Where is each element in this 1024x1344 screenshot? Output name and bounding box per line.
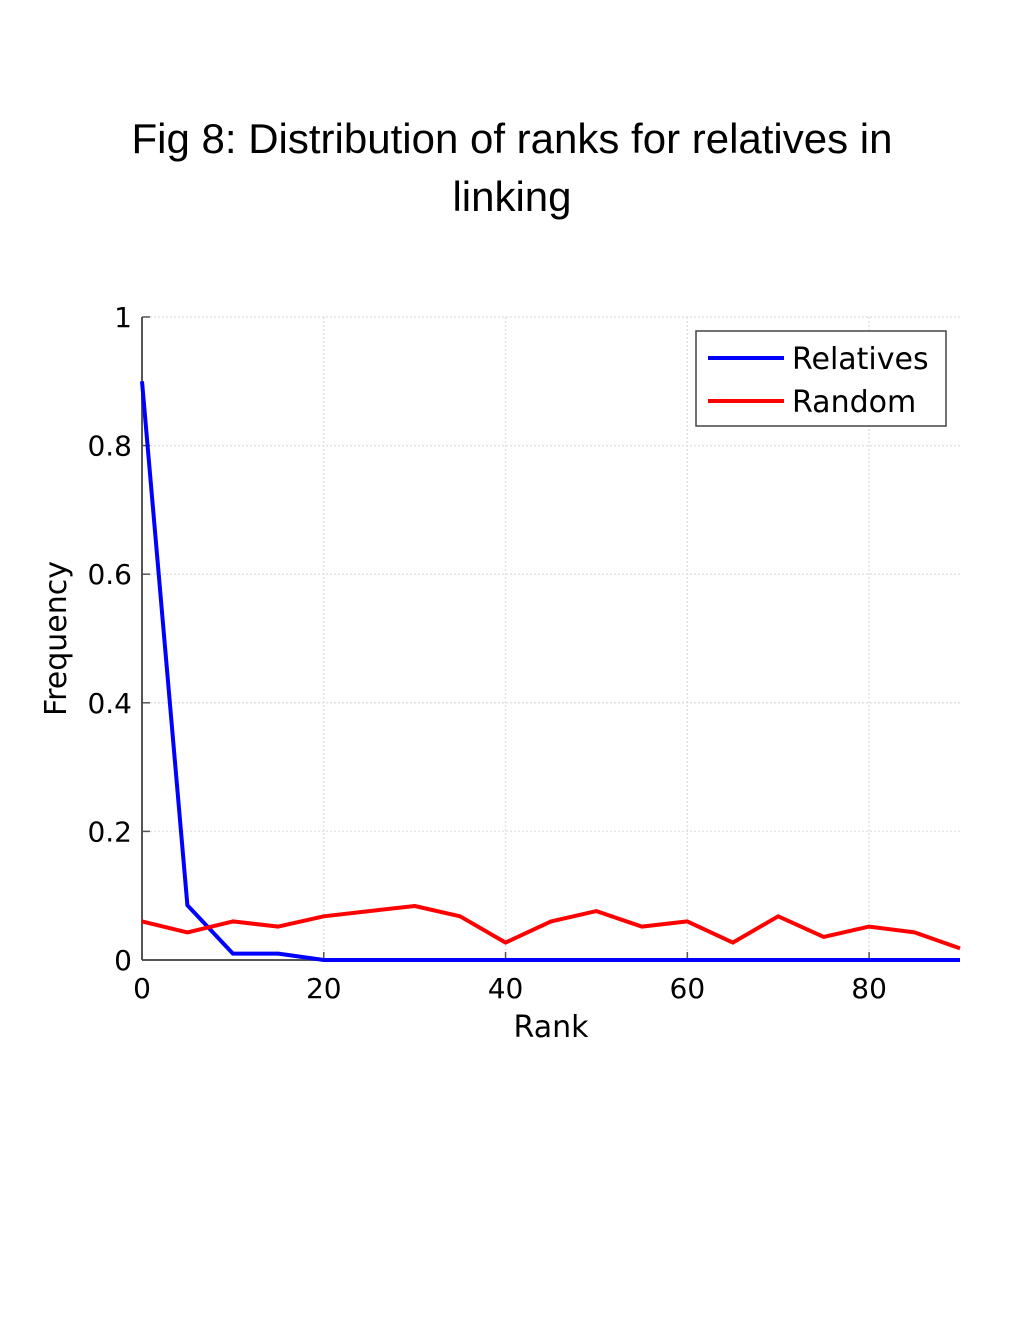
y-axis-title: Frequency [39,561,74,716]
caption-line-2: linking [452,173,572,220]
grid-lines [142,316,960,960]
figure-caption: Fig 8: Distribution of ranks for relativ… [0,110,1024,226]
y-tick-label: 1 [114,301,132,334]
x-tick-label: 20 [306,972,342,1005]
x-tick-label: 80 [851,972,887,1005]
y-tick-label: 0.6 [87,558,132,591]
caption-line-1: Fig 8: Distribution of ranks for relativ… [131,115,893,162]
legend-label-random: Random [792,385,916,420]
y-tick-label: 0 [114,944,132,977]
series-line-relatives [140,381,960,962]
legend-box [695,330,947,427]
x-axis-title: Rank [514,1010,590,1045]
series-line-random [141,904,961,951]
tick-labels: 0 20 40 60 80 0 0.2 0.4 0.6 0.8 1 [87,301,886,1005]
legend: Relatives Random [695,330,947,427]
y-tick-label: 0.4 [87,687,132,720]
x-tick-label: 40 [488,972,524,1005]
y-tick-label: 0.8 [87,430,132,463]
x-tick-label: 60 [670,972,706,1005]
legend-label-relatives: Relatives [792,342,929,377]
series-lines [140,381,961,962]
y-tick-label: 0.2 [87,815,132,848]
x-tick-label: 0 [133,972,151,1005]
